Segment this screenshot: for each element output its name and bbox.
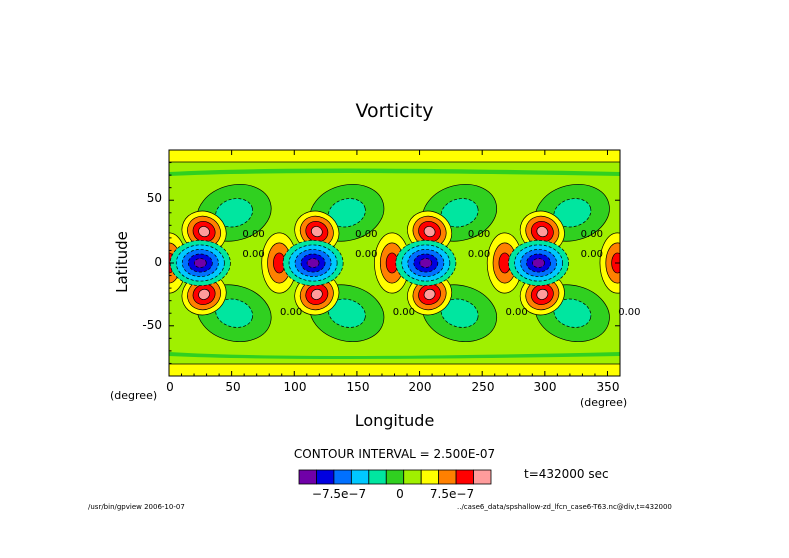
contour-label: 0.00: [618, 307, 641, 319]
contour-label: 0.00: [355, 249, 378, 261]
offequator-positive-center: [198, 226, 210, 238]
equatorial-negative-center: [532, 258, 545, 268]
axis-ticks: [168, 150, 620, 376]
band-south: [169, 352, 620, 359]
offequator-positive-center: [198, 288, 210, 300]
footer-right: ../case6_data/spshallow-zd_lfcn_case6-T6…: [457, 503, 672, 511]
contour-label: 0.00: [580, 249, 603, 261]
contour-label: 0.00: [392, 307, 416, 319]
contour-label: 0.00: [467, 249, 491, 261]
x-axis-label: Longitude: [354, 411, 435, 430]
x-tick-label-100: 100: [283, 380, 307, 394]
equatorial-negative-center: [193, 258, 207, 268]
colorbar-swatch: [473, 469, 492, 485]
band-north: [169, 168, 620, 176]
colorbar-swatch: [455, 469, 474, 485]
offequator-positive-center: [310, 288, 323, 300]
colorbar-swatch: [438, 469, 457, 485]
colorbar-swatch: [298, 469, 317, 485]
x-tick-label-150: 150: [346, 380, 370, 394]
offequator-positive-center: [423, 288, 436, 300]
contour-label: 0.00: [580, 229, 603, 241]
offequator-positive-center: [536, 288, 549, 300]
colorbar-tick-pos: 7.5e−7: [429, 487, 475, 501]
colorbar-swatch: [385, 469, 405, 485]
colorbar-swatch: [350, 469, 370, 485]
x-tick-label-0: 0: [166, 380, 174, 394]
contour-interval-text: CONTOUR INTERVAL = 2.500E-07: [293, 447, 496, 461]
footer-left: /usr/bin/gpview 2006-10-07: [88, 503, 185, 511]
colorbar-swatch: [403, 469, 422, 485]
colorbar-tick-zero: 0: [396, 487, 404, 501]
contour-label: 0.00: [355, 229, 378, 241]
colorbar: [298, 469, 492, 485]
y-tick-label-0: 0: [154, 255, 162, 269]
contour-label: 0.00: [242, 229, 265, 241]
time-label: t=432000 sec: [524, 467, 609, 481]
polar-band-south: [169, 364, 620, 376]
colorbar-swatch: [420, 469, 440, 485]
y-tick-label-neg50: -50: [142, 318, 162, 332]
contour-label: 0.00: [280, 307, 303, 319]
y-tick-label-50: 50: [146, 191, 162, 205]
contour-label: 0.00: [505, 307, 528, 319]
x-tick-label-250: 250: [471, 380, 495, 394]
chart-title: Vorticity: [355, 100, 434, 122]
y-unit-label: (degree): [110, 389, 158, 402]
equatorial-negative-center: [306, 258, 320, 268]
x-tick-label-200: 200: [408, 380, 432, 394]
contour-label: 0.00: [242, 249, 265, 261]
x-tick-label-350: 350: [596, 380, 620, 394]
x-tick-label-300: 300: [533, 380, 557, 394]
equatorial-negative-center: [419, 258, 433, 268]
contour-label: 0.00: [467, 229, 491, 241]
colorbar-swatch: [333, 469, 352, 485]
colorbar-tick-neg: −7.5e−7: [311, 487, 367, 501]
contour-field: [169, 150, 620, 376]
x-tick-label-50: 50: [225, 380, 241, 394]
offequator-positive-center: [423, 226, 436, 238]
polar-band-north: [169, 150, 620, 162]
colorbar-swatch: [368, 469, 387, 485]
x-unit-label: (degree): [580, 396, 628, 409]
offequator-positive-center: [536, 226, 549, 238]
colorbar-swatch: [316, 469, 335, 485]
offequator-positive-center: [310, 226, 323, 238]
